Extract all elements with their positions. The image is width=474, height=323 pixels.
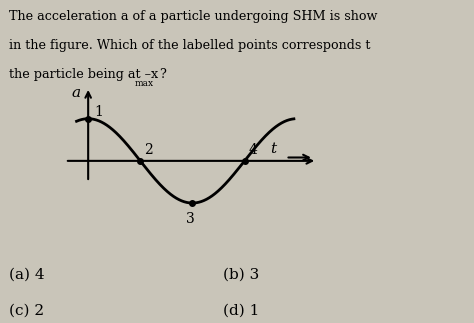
Text: 4: 4 bbox=[248, 143, 257, 157]
Text: in the figure. Which of the labelled points corresponds t: in the figure. Which of the labelled poi… bbox=[9, 39, 371, 52]
Text: 1: 1 bbox=[94, 105, 103, 119]
Text: a: a bbox=[72, 86, 81, 100]
Text: The acceleration a of a particle undergoing SHM is show: The acceleration a of a particle undergo… bbox=[9, 10, 378, 23]
Text: 3: 3 bbox=[186, 212, 195, 226]
Text: (a) 4: (a) 4 bbox=[9, 268, 45, 282]
Text: (d) 1: (d) 1 bbox=[223, 304, 259, 318]
Text: ?: ? bbox=[159, 68, 166, 81]
Text: t: t bbox=[271, 142, 277, 156]
Text: (c) 2: (c) 2 bbox=[9, 304, 45, 318]
Text: (b) 3: (b) 3 bbox=[223, 268, 259, 282]
Text: the particle being at –x: the particle being at –x bbox=[9, 68, 159, 81]
Text: max: max bbox=[135, 79, 154, 88]
Text: 2: 2 bbox=[144, 143, 153, 157]
